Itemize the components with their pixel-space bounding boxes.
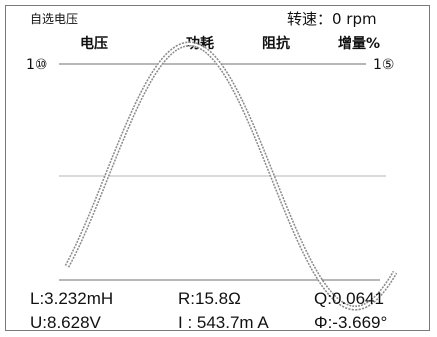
inductance-value: L:3.232mH	[30, 289, 114, 308]
voltage-value: U:8.628V	[30, 313, 101, 332]
left-scale-label: 1⑩	[26, 57, 48, 73]
display-frame	[5, 5, 430, 331]
q-factor-value: Q:0.0641	[314, 289, 384, 308]
resistance-value: R:15.8Ω	[178, 289, 241, 308]
right-scale-label: 1⑤	[373, 57, 395, 73]
tab-impedance[interactable]: 阻抗	[262, 36, 290, 52]
speed-readout: 转速：0 rpm	[287, 10, 377, 28]
tab-increment-percent[interactable]: 增量%	[338, 36, 381, 52]
waveform-trace-core	[66, 42, 396, 310]
phase-value: Φ:-3.669°	[314, 313, 388, 332]
tab-voltage[interactable]: 电压	[80, 36, 108, 52]
current-value: I : 543.7m A	[178, 313, 269, 332]
mode-label: 自选电压	[30, 12, 79, 26]
